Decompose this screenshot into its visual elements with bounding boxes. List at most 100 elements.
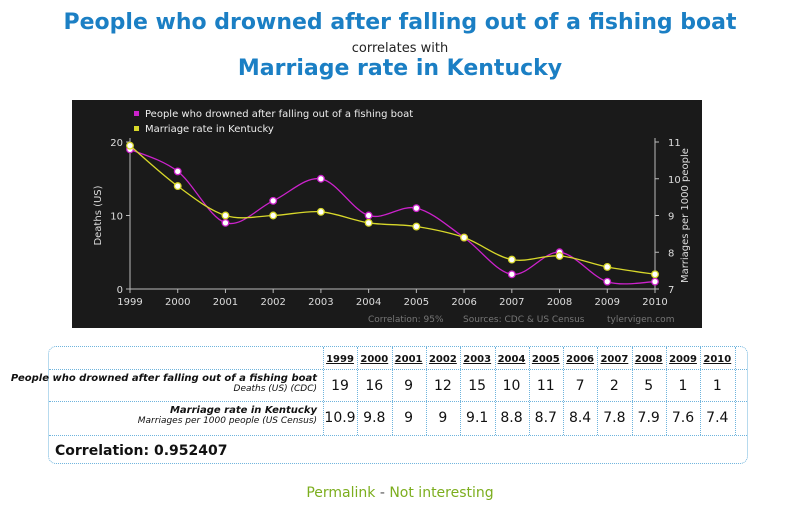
- y-right-tick-label: 8: [668, 248, 674, 259]
- table-divider: [49, 369, 747, 370]
- table-value-cell: 5: [644, 378, 654, 394]
- series-1-point: [316, 174, 325, 183]
- series-2-point: [221, 211, 230, 220]
- table-value-cell: 9: [438, 410, 448, 426]
- series-2-point: [507, 255, 516, 264]
- connector-text: correlates with: [351, 41, 449, 56]
- table-value-cell: 11: [536, 378, 555, 394]
- x-tick-label: 2007: [499, 297, 524, 308]
- x-tick-label: 2004: [356, 297, 381, 308]
- x-tick-label: 2006: [451, 297, 476, 308]
- table-value-cell: 9: [404, 410, 414, 426]
- table-value-cell: 12: [433, 378, 452, 394]
- legend-swatch-2: [134, 126, 139, 131]
- x-tick-label: 2009: [595, 297, 620, 308]
- row-label-title: People who drowned after falling out of …: [10, 373, 317, 384]
- table-value-cell: 8.4: [568, 410, 592, 426]
- legend-label-2: Marriage rate in Kentucky: [145, 124, 274, 135]
- page-title: People who drowned after falling out of …: [63, 10, 737, 35]
- table-column-divider: [700, 347, 702, 435]
- row-label-title: Marriage rate in Kentucky: [169, 405, 317, 416]
- legend-label-1: People who drowned after falling out of …: [145, 109, 413, 120]
- y-right-tick-label: 7: [668, 285, 674, 296]
- y-axis-left-label: Deaths (US): [93, 185, 104, 245]
- table-column-divider: [734, 347, 736, 435]
- table-column-divider: [460, 347, 462, 435]
- table-value-cell: 7.8: [603, 410, 626, 426]
- not-interesting-link[interactable]: Not interesting: [389, 485, 494, 501]
- year-header: 2001: [394, 354, 423, 365]
- table-value-cell: 7.9: [637, 410, 660, 426]
- year-header: 1999: [326, 354, 354, 365]
- y-left-tick-label: 10: [110, 212, 123, 223]
- y-right-tick-label: 11: [668, 138, 681, 149]
- chart-sources-note: Sources: CDC & US Census: [463, 315, 585, 325]
- table-value-cell: 9.8: [363, 410, 386, 426]
- table-value-cell: 15: [468, 378, 487, 394]
- series-1-point: [603, 277, 612, 286]
- data-table: Correlation: 0.952407 1999 2000 2001 2002 20…: [11, 346, 748, 464]
- series-2-point: [126, 141, 134, 150]
- series-2-point: [460, 233, 469, 242]
- table-divider: [49, 401, 747, 402]
- series-2-point: [316, 207, 325, 216]
- year-header: 2003: [463, 354, 492, 365]
- table-column-divider: [425, 347, 427, 435]
- table-column-divider: [631, 347, 633, 435]
- y-right-tick-label: 9: [668, 212, 674, 223]
- row-label: People who drowned after falling out of …: [11, 373, 317, 394]
- series-2-point: [173, 182, 182, 191]
- y-right-tick-label: 10: [668, 175, 681, 186]
- table-column-divider: [357, 347, 359, 435]
- y-axis-right-label: Marriages per 1000 people: [680, 148, 691, 283]
- series-2-point: [269, 211, 278, 220]
- series-1-point: [651, 277, 659, 286]
- year-header: 2004: [497, 354, 526, 365]
- table-value-cell: 16: [365, 378, 384, 394]
- x-tick-label: 2001: [213, 297, 238, 308]
- series-2-point: [555, 251, 564, 260]
- chart-correlation-note: Correlation: 95%: [368, 315, 444, 325]
- table-value-cell: 1: [712, 378, 722, 394]
- row-label-source: Marriages per 1000 people (US Census): [137, 416, 317, 426]
- series-2-point: [412, 222, 421, 231]
- table-column-divider: [391, 347, 393, 435]
- year-header: 2002: [428, 354, 457, 365]
- x-tick-label: 2008: [547, 297, 572, 308]
- x-tick-label: 2003: [308, 297, 333, 308]
- table-value-cell: 7.4: [706, 410, 729, 426]
- year-header: 2000: [360, 354, 389, 365]
- table-value-cell: 9.1: [466, 410, 489, 426]
- row-label-source: Deaths (US) (CDC): [233, 384, 317, 394]
- table-column-divider: [323, 347, 324, 435]
- line-chart: 0 10 20 7 8 9 10 11 1999 2000 2001 2002 2003 2004 2005…: [93, 109, 691, 325]
- chart-panel: 0 10 20 7 8 9 10 11 1999 2000 2001 2002 2003 2004 2005…: [72, 100, 702, 328]
- legend-swatch-1: [134, 111, 139, 116]
- year-header: 2007: [600, 354, 629, 365]
- table-divider: [49, 435, 747, 436]
- table-value-cell: 8.7: [534, 410, 557, 426]
- series-line-2: [129, 145, 656, 275]
- table-value-cell: 19: [331, 378, 349, 394]
- correlation-value: Correlation: 0.952407: [55, 443, 228, 459]
- table-column-divider: [494, 347, 496, 435]
- table-value-cell: 10.9: [324, 410, 356, 426]
- table-value-cell: 10: [502, 378, 521, 394]
- series-line-1: [129, 148, 656, 285]
- footer-links: Permalink - Not interesting: [0, 485, 800, 501]
- table-value-cell: 2: [609, 378, 619, 394]
- y-left-tick-label: 20: [110, 138, 123, 149]
- table-value-cell: 9: [404, 378, 414, 394]
- series-2-point: [651, 270, 659, 279]
- table-column-divider: [597, 347, 599, 435]
- year-header: 2009: [669, 354, 697, 365]
- table-column-divider: [666, 347, 667, 435]
- table-value-cell: 7: [575, 378, 585, 394]
- series-2-point: [364, 218, 373, 227]
- table-value-cell: 7.6: [671, 410, 695, 426]
- table-column-divider: [563, 347, 565, 435]
- chart-site-note: tylervigen.com: [607, 315, 674, 325]
- permalink-link[interactable]: Permalink: [306, 485, 376, 501]
- year-header: 2008: [634, 354, 663, 365]
- year-header: 2005: [531, 354, 560, 365]
